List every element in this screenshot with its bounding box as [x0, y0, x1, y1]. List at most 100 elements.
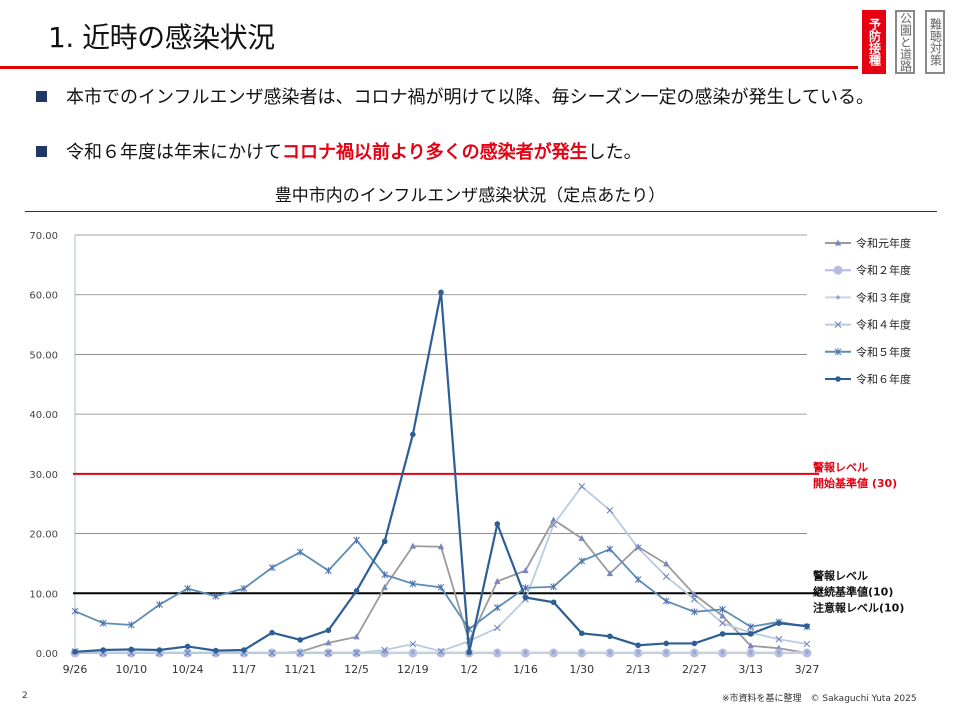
- data-point: [494, 521, 501, 527]
- data-point: [662, 597, 670, 605]
- data-point: [296, 649, 304, 657]
- data-point: [606, 570, 614, 577]
- series-4: 令和４年度: [71, 318, 911, 657]
- x-tick-label: 1/30: [569, 663, 594, 676]
- data-point: [776, 649, 782, 655]
- bullet-1: 本市でのインフルエンザ感染者は、コロナ禍が明けて以降、毎シーズン一定の感染が発生…: [36, 86, 926, 109]
- data-point: [268, 649, 276, 657]
- data-point: [438, 289, 444, 296]
- data-point: [747, 623, 755, 631]
- y-tick-label: 0.00: [36, 649, 58, 660]
- data-point: [720, 649, 726, 655]
- data-point: [493, 624, 501, 632]
- legend-label: 令和２年度: [856, 263, 911, 277]
- data-point: [128, 646, 135, 653]
- data-point: [803, 640, 811, 648]
- x-tick-label: 2/13: [626, 663, 651, 676]
- data-point: [691, 590, 698, 597]
- legend-marker: [834, 348, 842, 356]
- data-point: [184, 643, 191, 650]
- series-2: 令和２年度: [70, 263, 911, 658]
- data-point: [325, 649, 332, 657]
- data-point: [410, 431, 416, 438]
- data-point: [268, 564, 276, 572]
- bullet-text: 令和６年度は年末にかけてコロナ禍以前より多くの感染者が発生した。: [66, 141, 926, 164]
- legend-label: 令和３年度: [856, 290, 911, 304]
- data-point: [634, 543, 642, 550]
- series-6: 令和６年度: [72, 289, 911, 656]
- data-point: [748, 649, 754, 655]
- data-point: [437, 647, 445, 655]
- y-tick-label: 10.00: [29, 589, 58, 600]
- data-point: [325, 627, 332, 634]
- data-point: [100, 647, 106, 653]
- reference-line-label: 警報レベル: [812, 460, 868, 474]
- data-point: [691, 640, 698, 647]
- data-point: [550, 521, 557, 528]
- data-point: [410, 649, 416, 655]
- legend-label: 令和元年度: [856, 236, 911, 250]
- data-point: [353, 588, 360, 594]
- data-point: [381, 538, 388, 545]
- data-point: [691, 595, 698, 603]
- data-point: [663, 640, 670, 647]
- data-point: [99, 619, 107, 627]
- data-point: [522, 594, 529, 601]
- series-3: 令和３年度: [72, 290, 911, 655]
- reference-line-label: 開始基準値 (30): [813, 476, 897, 490]
- data-point: [719, 619, 726, 627]
- data-point: [663, 649, 669, 655]
- reference-line-label: 注意報レベル(10): [813, 600, 904, 614]
- x-tick-label: 9/26: [63, 663, 88, 676]
- data-point: [606, 506, 614, 514]
- data-point: [297, 637, 304, 643]
- data-point: [747, 631, 754, 637]
- tab-vaccination[interactable]: 予防接種: [862, 10, 886, 74]
- tab-hearing[interactable]: 難聴対策: [925, 10, 945, 74]
- bullet-square-icon: [36, 146, 47, 157]
- data-point: [550, 599, 557, 606]
- data-point: [241, 647, 247, 653]
- data-point: [381, 646, 389, 654]
- data-point: [71, 607, 79, 615]
- tab-parks-roads[interactable]: 公園と道路: [895, 10, 915, 74]
- data-point: [409, 580, 417, 588]
- y-tick-label: 40.00: [29, 410, 58, 421]
- x-tick-label: 2/27: [682, 663, 707, 676]
- data-point: [578, 630, 585, 637]
- data-point: [691, 608, 698, 616]
- series-line: [74, 292, 808, 653]
- data-point: [156, 601, 163, 609]
- data-point: [296, 548, 304, 556]
- data-point: [634, 576, 642, 584]
- data-point: [409, 542, 417, 549]
- data-point: [522, 649, 528, 655]
- header-divider: [0, 66, 858, 69]
- bullet-square-icon: [36, 91, 47, 102]
- data-point: [437, 543, 445, 550]
- data-point: [607, 649, 613, 655]
- x-tick-label: 10/24: [172, 663, 204, 676]
- bullet-highlight: コロナ禍以前より多くの感染者が発生: [282, 142, 588, 163]
- data-point: [719, 605, 726, 613]
- x-tick-label: 12/5: [344, 663, 369, 676]
- reference-line-label: 継続基準値(10): [813, 584, 893, 598]
- data-point: [353, 633, 360, 640]
- data-point: [579, 649, 585, 655]
- data-point: [578, 534, 585, 541]
- y-tick-label: 50.00: [29, 350, 58, 361]
- legend-marker: [835, 294, 841, 300]
- data-point: [269, 629, 275, 636]
- page-number: 2: [22, 691, 28, 701]
- data-point: [635, 649, 641, 655]
- chart-title: 豊中市内のインフルエンザ感染状況（定点あたり）: [274, 186, 666, 206]
- x-tick-label: 1/16: [513, 663, 538, 676]
- data-point: [663, 560, 670, 567]
- data-point: [240, 585, 248, 593]
- x-tick-label: 1/2: [460, 663, 478, 676]
- x-tick-label: 3/27: [795, 663, 820, 676]
- reference-line-label: 警報レベル: [812, 568, 868, 582]
- data-point: [72, 649, 78, 655]
- x-tick-label: 11/7: [232, 663, 257, 676]
